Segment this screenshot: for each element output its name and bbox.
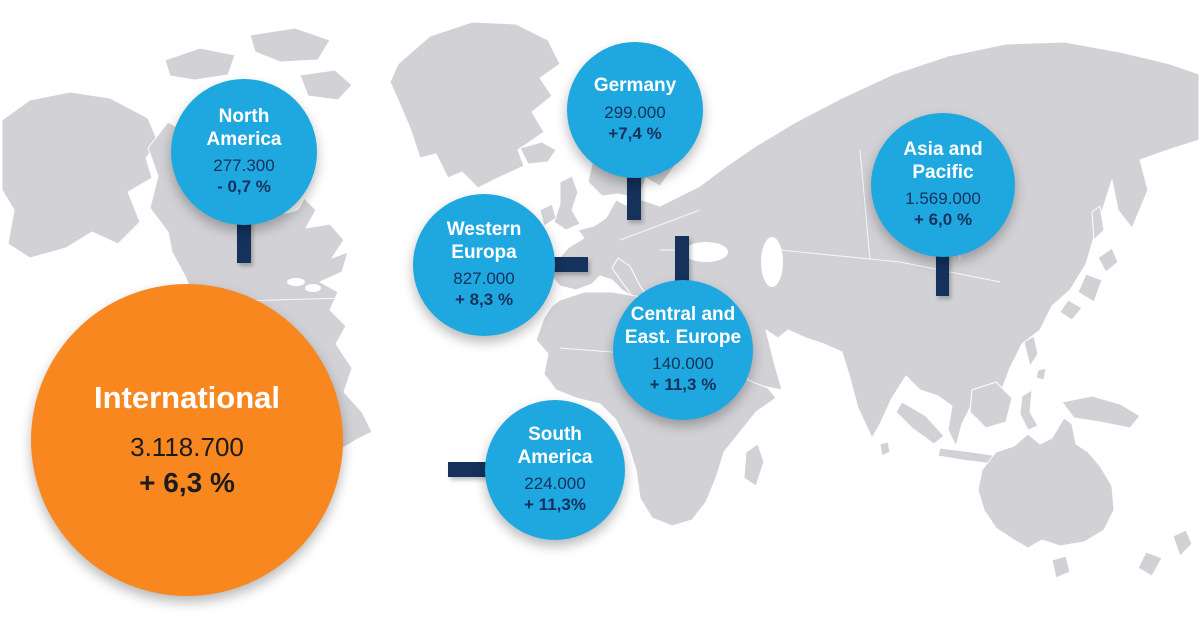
region-value: 299.000 (604, 102, 666, 122)
region-value: 224.000 (524, 474, 586, 494)
bubble-asia-pacific: Asia and Pacific 1.569.000 + 6,0 % (871, 113, 1015, 257)
region-name: South America (517, 424, 593, 468)
region-change: + 8,3 % (454, 290, 514, 310)
region-name: Western Europa (446, 219, 522, 263)
region-change: +7,4 % (608, 124, 662, 144)
connector-germany (627, 172, 641, 220)
connector-north-america (237, 214, 251, 263)
region-name: International (93, 379, 280, 415)
region-value: 140.000 (652, 354, 714, 374)
region-value: 277.300 (213, 156, 275, 176)
region-change: + 6,0 % (913, 210, 973, 230)
region-value: 1.569.000 (905, 189, 981, 209)
bubble-north-america: North America 277.300 - 0,7 % (171, 79, 317, 225)
connector-south-america (448, 462, 488, 477)
region-value: 827.000 (453, 269, 515, 289)
region-change: - 0,7 % (217, 177, 271, 197)
bubble-central-east-europe: Central and East. Europe 140.000 + 11,3 … (613, 280, 753, 420)
region-change: + 6,3 % (139, 467, 235, 499)
map-australia (977, 417, 1115, 549)
connector-central-east-europe (675, 236, 689, 286)
region-change: + 11,3 % (649, 375, 717, 395)
map-greenland (389, 21, 561, 189)
bubble-south-america: South America 224.000 + 11,3% (485, 400, 625, 540)
bubble-germany: Germany 299.000 +7,4 % (567, 42, 703, 178)
connector-western-europa (552, 257, 588, 272)
connector-asia-pacific (936, 250, 949, 296)
region-name: Germany (593, 75, 677, 97)
bubble-international: International 3.118.700 + 6,3 % (31, 284, 343, 596)
region-name: Asia and Pacific (903, 139, 983, 183)
region-value: 3.118.700 (130, 432, 244, 463)
region-name: Central and East. Europe (624, 304, 742, 348)
bubble-western-europa: Western Europa 827.000 + 8,3 % (413, 194, 555, 336)
region-change: + 11,3% (524, 495, 586, 515)
map-alaska (1, 91, 159, 259)
region-name: North America (206, 106, 282, 150)
